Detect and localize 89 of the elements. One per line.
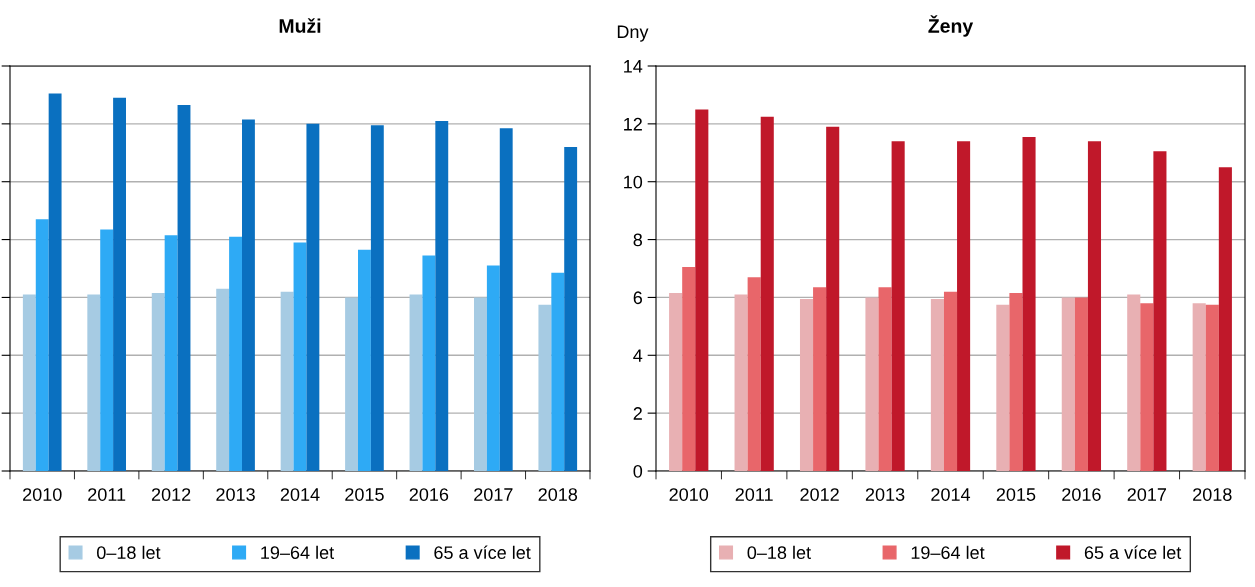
bar	[891, 141, 905, 471]
bar	[813, 287, 827, 471]
bar	[306, 123, 320, 471]
bar	[682, 267, 696, 471]
bar	[35, 219, 49, 471]
x-tick-label: 2011	[735, 488, 773, 501]
legend-label: 65 a více let	[1084, 545, 1182, 560]
bar	[747, 277, 761, 471]
x-tick-label: 2017	[1127, 488, 1167, 501]
bar	[177, 105, 191, 471]
bar	[564, 147, 578, 471]
bar	[293, 242, 307, 471]
x-tick-label: 2015	[996, 488, 1036, 501]
bar	[551, 272, 565, 471]
legend-label: 19–64 let	[261, 545, 335, 560]
bar	[695, 109, 709, 471]
bar	[1218, 167, 1232, 471]
bar	[1205, 304, 1219, 471]
chart-title: Muži	[279, 18, 321, 33]
x-tick-label: 2010	[23, 488, 62, 501]
x-tick-label: 2012	[800, 488, 839, 501]
x-tick-label: 2013	[216, 488, 255, 501]
bar	[1087, 141, 1102, 471]
x-tick-label: 2011	[88, 488, 126, 501]
bar	[22, 294, 36, 471]
bar	[435, 120, 449, 471]
bar	[216, 288, 230, 471]
chart-title: Ženy	[928, 15, 974, 37]
bar	[164, 235, 178, 471]
x-tick-label: 2015	[345, 488, 384, 501]
bar	[826, 126, 840, 471]
x-tick-label: 2010	[669, 488, 709, 501]
x-tick-label: 2014	[280, 488, 320, 501]
bar	[1009, 293, 1023, 471]
bar	[242, 119, 255, 471]
bar	[100, 229, 114, 471]
y-tick-label: 4	[633, 349, 643, 362]
bar	[538, 304, 552, 471]
y-tick-label: 0	[633, 464, 643, 478]
y-tick-label: 12	[624, 117, 642, 131]
bar	[1127, 294, 1141, 471]
x-tick-label: 2012	[151, 488, 191, 501]
legend-label: 0–18 let	[747, 545, 811, 560]
x-tick-label: 2016	[409, 488, 449, 501]
bar	[87, 294, 101, 471]
bar	[1022, 136, 1036, 471]
bar	[345, 297, 358, 471]
bar	[358, 249, 371, 471]
y-tick-label: 8	[633, 233, 643, 247]
bar	[865, 297, 879, 471]
bar	[669, 293, 683, 471]
bar	[48, 93, 62, 471]
bar	[878, 287, 892, 471]
y-tick-label: 2	[633, 407, 642, 420]
bar	[229, 236, 242, 471]
bar	[799, 298, 814, 471]
legend-label: 65 a více let	[434, 545, 531, 560]
bar	[409, 294, 423, 471]
y-axis-title: Dny	[617, 25, 649, 42]
bar	[486, 265, 500, 471]
bar	[957, 141, 971, 471]
bar	[474, 297, 487, 471]
bar	[996, 304, 1010, 471]
x-tick-label: 2018	[538, 488, 578, 501]
x-tick-label: 2016	[1062, 488, 1101, 501]
bar	[1153, 151, 1167, 471]
bar	[1140, 303, 1154, 471]
bar	[760, 116, 774, 471]
bar	[280, 291, 294, 471]
y-tick-label: 14	[624, 60, 643, 73]
bar	[734, 294, 748, 471]
bar	[1074, 297, 1088, 471]
bar	[943, 291, 958, 471]
x-tick-label: 2017	[474, 488, 513, 501]
bar	[1061, 297, 1075, 471]
bar	[151, 293, 165, 471]
bar	[422, 255, 436, 471]
legend-label: 19–64 let	[911, 545, 985, 560]
bar	[370, 125, 384, 471]
bar	[113, 97, 126, 471]
y-tick-label: 10	[624, 175, 643, 189]
x-tick-label: 2014	[931, 488, 971, 501]
y-tick-label: 6	[633, 291, 643, 305]
legend-label: 0–18 let	[97, 545, 161, 560]
bar	[930, 298, 944, 471]
bar	[1192, 303, 1206, 471]
x-tick-label: 2013	[865, 488, 905, 501]
x-tick-label: 2018	[1193, 488, 1232, 501]
bar	[499, 128, 513, 471]
